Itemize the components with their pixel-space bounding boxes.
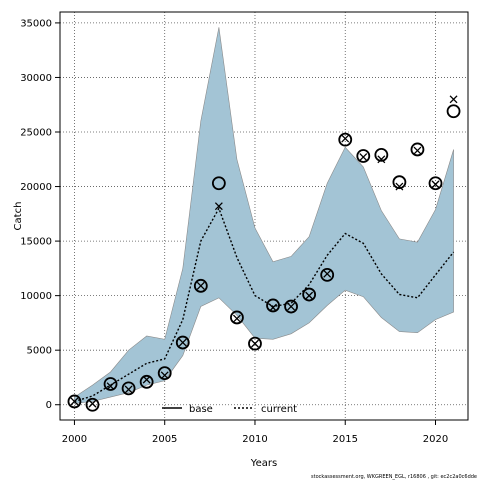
x-tick-label-2: 2010 <box>242 434 267 445</box>
y-tick-label-2: 10000 <box>20 291 52 302</box>
circle-point-2014 <box>320 268 335 282</box>
circle-point-2000 <box>67 394 82 409</box>
circle-point-2008 <box>211 176 226 191</box>
legend-label-base: base <box>189 404 213 415</box>
circle-point-2013 <box>302 287 317 302</box>
x-tick-label-4: 2020 <box>423 434 448 445</box>
cross-point-2012 <box>287 302 296 311</box>
circle-point-2015 <box>338 132 353 147</box>
circle-point-2011 <box>266 298 280 313</box>
cross-point-2002 <box>106 382 115 391</box>
cross-point-2016 <box>359 153 368 162</box>
circle-point-2005 <box>157 366 172 380</box>
cross-point-2005 <box>160 371 169 380</box>
cross-point-2021 <box>449 95 458 104</box>
cross-point-2000 <box>70 397 79 406</box>
cross-point-2006 <box>178 338 187 347</box>
circle-point-2001 <box>85 397 100 412</box>
circle-point-2020 <box>428 176 443 191</box>
y-tick-label-6: 30000 <box>20 73 52 84</box>
cross-point-2004 <box>142 375 151 384</box>
y-axis-title: Catch <box>13 202 24 231</box>
circle-point-2006 <box>175 335 190 350</box>
legend-label-current: current <box>261 404 297 415</box>
footer-credit: stockassessment.org, WKGREEN_EGL, r16806… <box>311 474 477 480</box>
x-axis-title: Years <box>250 458 277 469</box>
cross-point-2018 <box>395 182 404 191</box>
y-tick-label-7: 35000 <box>20 18 52 29</box>
y-tick-label-0: 0 <box>46 400 52 411</box>
circle-point-2021 <box>446 104 461 119</box>
circle-point-2007 <box>193 278 208 293</box>
cross-point-2009 <box>232 314 241 323</box>
cross-point-2017 <box>377 155 386 164</box>
cross-point-2019 <box>413 146 422 155</box>
cross-point-2013 <box>305 291 314 300</box>
confidence-band <box>74 27 454 404</box>
data-marks <box>67 95 461 412</box>
y-tick-label-5: 25000 <box>20 128 52 139</box>
cross-point-2010 <box>251 339 259 348</box>
plot-area-frame <box>59 11 469 421</box>
circle-point-2002 <box>103 377 118 391</box>
cross-point-2003 <box>124 385 133 394</box>
circle-point-2010 <box>248 336 262 351</box>
cross-point-2014 <box>323 269 332 278</box>
cross-point-2015 <box>341 134 350 143</box>
circle-point-2018 <box>392 175 407 190</box>
circle-point-2004 <box>139 374 154 389</box>
circle-point-2016 <box>356 149 371 163</box>
x-tick-label-0: 2000 <box>62 434 87 445</box>
cross-point-2008 <box>214 202 223 211</box>
y-tick-label-4: 20000 <box>20 182 52 193</box>
circle-point-2019 <box>410 142 425 157</box>
x-tick-label-3: 2015 <box>333 434 358 445</box>
axis-ticks: 2000 2005 2010 2015 2020 0 5000 10000 15000 20000… <box>20 18 448 445</box>
circle-point-2012 <box>284 299 298 314</box>
circle-point-2003 <box>121 381 136 396</box>
x-tick-label-1: 2005 <box>152 434 177 445</box>
cross-point-2007 <box>196 281 205 290</box>
legend: base current <box>162 404 297 415</box>
y-tick-label-3: 15000 <box>20 237 52 248</box>
cross-point-2001 <box>88 399 97 408</box>
circle-point-2017 <box>374 148 389 162</box>
cross-point-2011 <box>269 303 277 312</box>
y-tick-label-1: 5000 <box>27 346 52 357</box>
circle-point-2009 <box>230 310 244 325</box>
cross-point-2020 <box>431 180 440 189</box>
